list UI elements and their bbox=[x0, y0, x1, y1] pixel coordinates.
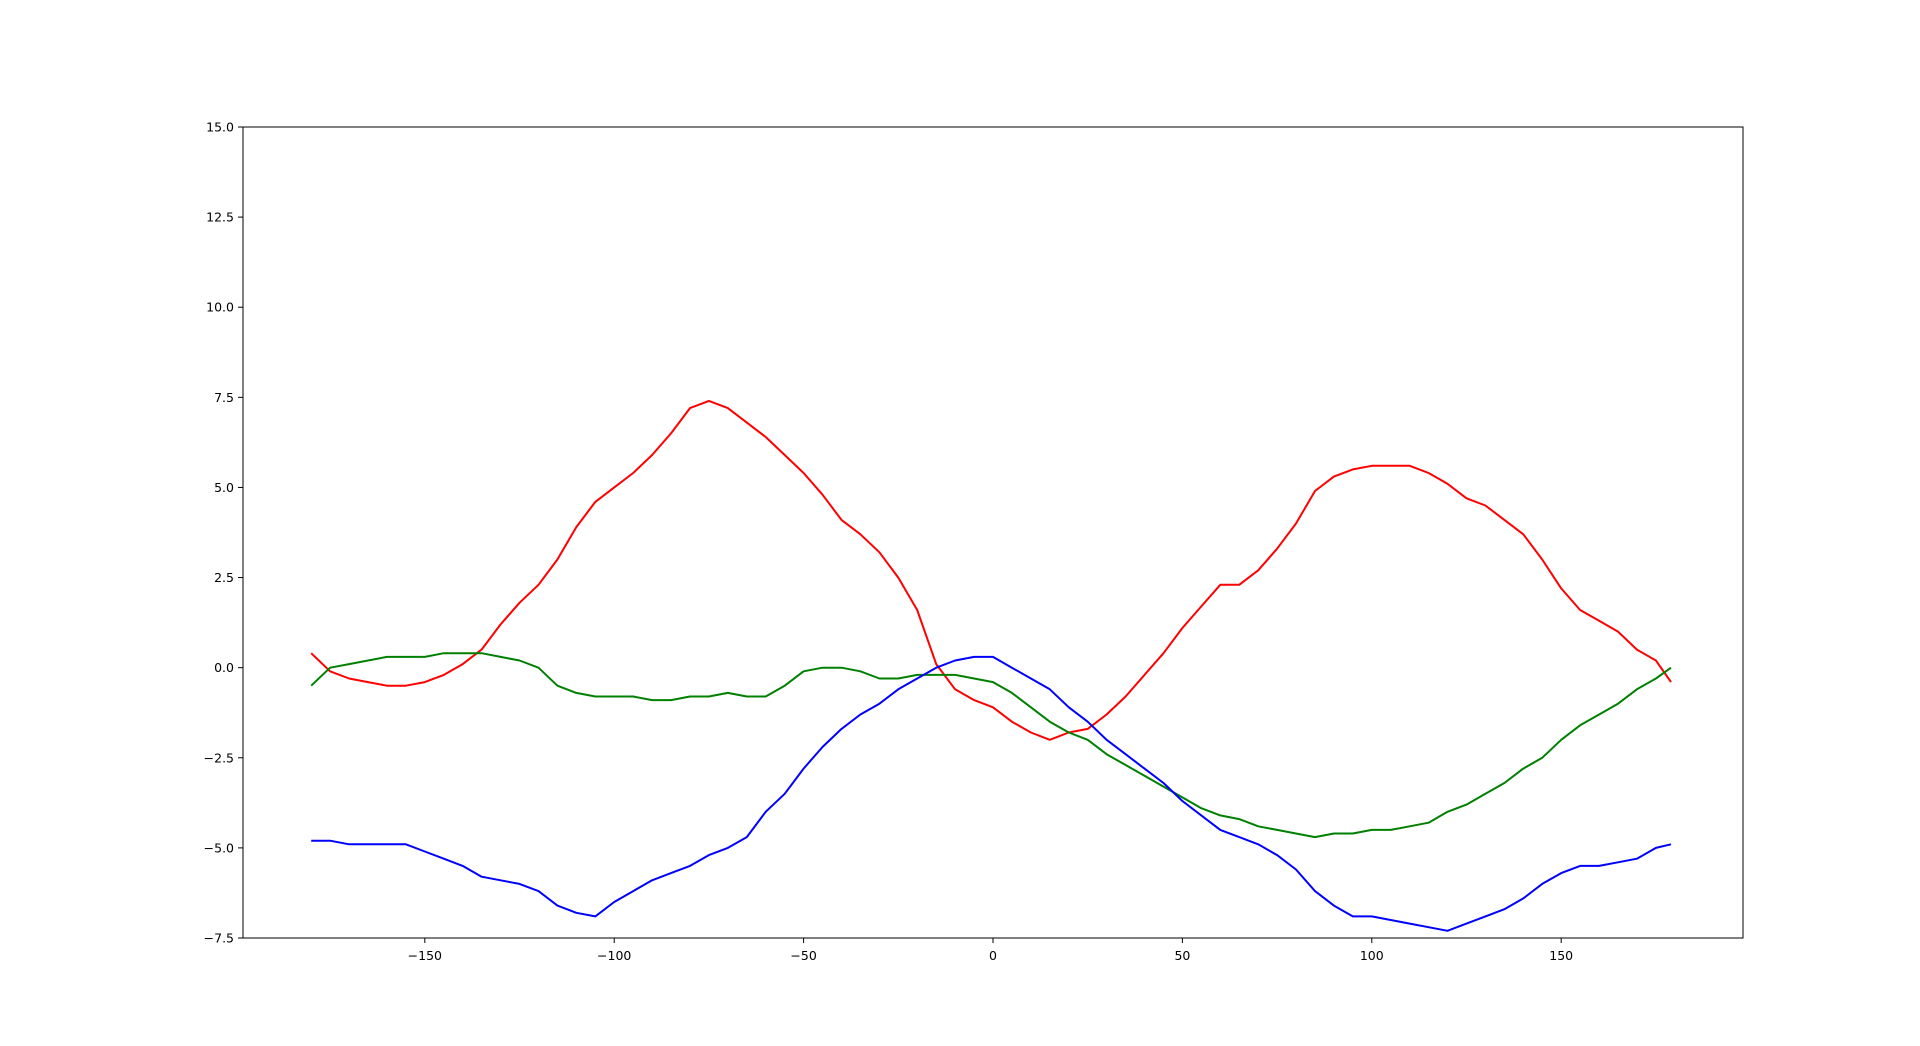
y-tick-label: 2.5 bbox=[214, 570, 234, 585]
x-tick-label: 50 bbox=[1174, 948, 1190, 963]
x-tick-label: 150 bbox=[1549, 948, 1573, 963]
y-tick-label: −5.0 bbox=[204, 840, 234, 855]
x-tick-label: 100 bbox=[1360, 948, 1384, 963]
y-tick-label: 12.5 bbox=[206, 210, 234, 225]
y-tick-label: 15.0 bbox=[206, 120, 234, 135]
series-line-2 bbox=[310, 652, 1672, 839]
y-tick-label: 7.5 bbox=[214, 390, 234, 405]
x-tick-label: −50 bbox=[790, 948, 816, 963]
y-tick-label: 5.0 bbox=[214, 480, 234, 495]
x-axis: −150 −100 −50 0 50 100 150 bbox=[408, 938, 1573, 963]
y-tick-label: 0.0 bbox=[214, 660, 234, 675]
y-axis: −7.5 −5.0 −2.5 0.0 2.5 5.0 7.5 10.0 12.5 15.0 bbox=[204, 120, 243, 946]
plot-lines bbox=[310, 399, 1672, 932]
y-tick-label: −7.5 bbox=[204, 931, 234, 946]
x-tick-label: 0 bbox=[989, 948, 997, 963]
y-tick-label: −2.5 bbox=[204, 750, 234, 765]
series-line-3 bbox=[311, 655, 1672, 932]
series-line-1 bbox=[310, 399, 1672, 741]
x-tick-label: −100 bbox=[597, 948, 631, 963]
x-tick-label: −150 bbox=[408, 948, 442, 963]
y-tick-label: 10.0 bbox=[206, 300, 234, 315]
